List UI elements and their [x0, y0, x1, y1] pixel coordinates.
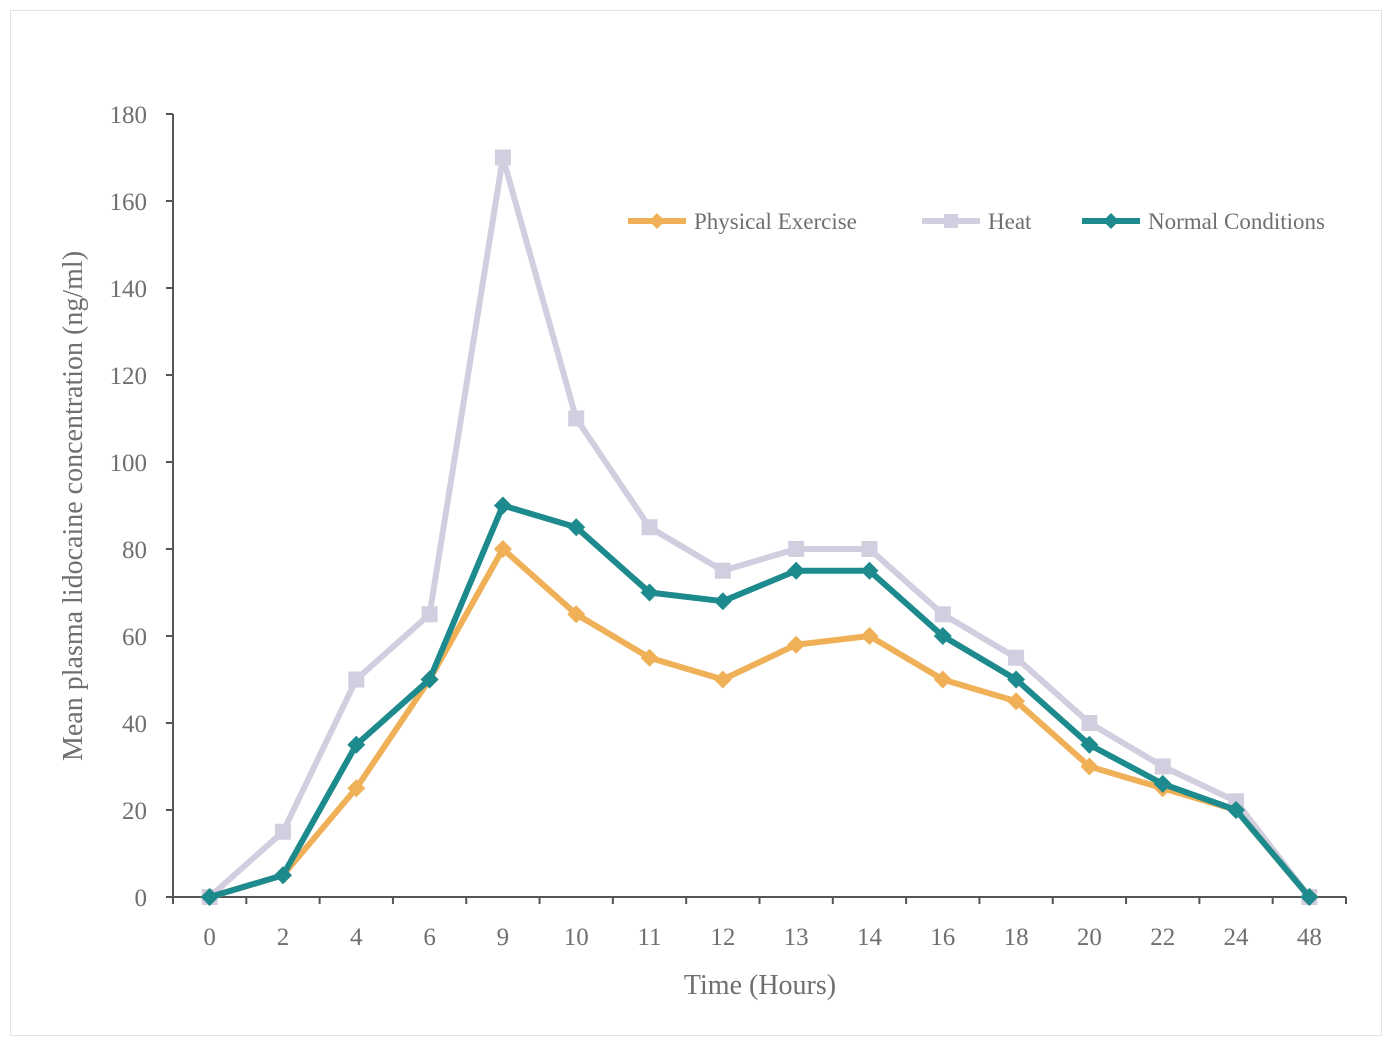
x-tick-label: 11	[637, 924, 661, 951]
series-physical-exercise	[200, 540, 1319, 906]
data-point	[713, 592, 732, 611]
x-tick-label: 48	[1297, 924, 1322, 951]
data-point	[713, 670, 732, 689]
legend: Physical Exercise Heat Normal Conditions	[628, 209, 1325, 234]
data-point	[1227, 801, 1246, 819]
data-point	[933, 670, 952, 689]
x-tick-label: 12	[710, 924, 735, 951]
data-point	[347, 779, 366, 798]
data-point	[494, 149, 511, 166]
data-point	[421, 606, 438, 623]
x-tick-label: 6	[423, 924, 436, 951]
y-tick-label: 60	[122, 624, 147, 651]
x-axis-title: Time (Hours)	[684, 970, 836, 1001]
data-point	[1080, 735, 1099, 754]
data-point	[1154, 758, 1171, 775]
legend-marker	[649, 213, 665, 229]
data-point	[787, 561, 806, 580]
data-point	[493, 540, 512, 558]
series-line	[206, 154, 1313, 900]
x-tick-label: 2	[277, 924, 290, 951]
legend-label: Normal Conditions	[1148, 209, 1325, 234]
data-point	[1081, 715, 1098, 731]
x-tick-label: 24	[1224, 924, 1250, 951]
data-point	[1153, 774, 1172, 793]
x-tick-label: 13	[784, 924, 809, 951]
y-tick-label: 100	[110, 450, 148, 477]
legend-label: Physical Exercise	[694, 209, 857, 234]
legend-item: Physical Exercise	[628, 209, 857, 234]
data-point	[493, 496, 512, 515]
y-tick-label: 40	[122, 711, 147, 738]
x-tick-label: 10	[564, 924, 589, 951]
data-point	[1008, 649, 1025, 666]
y-tick-label: 160	[110, 189, 148, 216]
x-tick-label: 18	[1004, 924, 1029, 951]
data-point	[567, 518, 586, 537]
legend-item: Heat	[922, 209, 1032, 234]
data-point	[200, 888, 219, 906]
y-tick-label: 140	[110, 276, 148, 303]
data-point	[934, 606, 951, 623]
y-tick-label: 180	[110, 102, 148, 129]
y-tick-label: 20	[122, 798, 147, 825]
data-point	[1007, 692, 1026, 711]
x-tick-label: 16	[930, 924, 955, 951]
data-point	[274, 823, 291, 840]
legend-label: Heat	[988, 209, 1032, 234]
data-point	[788, 541, 805, 557]
legend-marker	[1103, 213, 1119, 229]
legend-marker	[944, 214, 958, 228]
data-point	[641, 519, 658, 536]
data-point	[640, 583, 659, 602]
x-tick-label: 4	[350, 924, 363, 951]
data-point	[420, 670, 439, 689]
data-point	[640, 648, 659, 667]
y-tick-label: 120	[110, 363, 148, 390]
data-point	[567, 605, 586, 624]
series-line	[206, 546, 1313, 900]
data-point	[1080, 757, 1099, 776]
data-point	[714, 562, 731, 579]
series-layer	[200, 149, 1319, 906]
data-point	[933, 627, 952, 645]
data-point	[1300, 888, 1319, 906]
data-point	[1007, 670, 1026, 689]
chart-frame	[10, 10, 1382, 1036]
y-axis-title: Mean plasma lidocaine concentration (ng/…	[58, 251, 89, 761]
y-tick-label: 80	[122, 537, 147, 564]
y-tick-label: 0	[135, 885, 148, 912]
series-heat	[201, 149, 1318, 905]
data-point	[568, 410, 585, 427]
data-point	[273, 866, 292, 885]
x-tick-label: 20	[1077, 924, 1102, 951]
data-point	[860, 627, 879, 645]
x-tick-label: 9	[497, 924, 510, 951]
x-tick-label: 0	[203, 924, 216, 951]
data-point	[860, 561, 879, 580]
series-line	[206, 502, 1313, 900]
data-point	[861, 541, 878, 557]
data-point	[787, 635, 806, 654]
x-tick-label: 22	[1150, 924, 1175, 951]
data-point	[348, 671, 365, 688]
data-point	[347, 735, 366, 754]
legend-item: Normal Conditions	[1082, 209, 1325, 234]
x-tick-label: 14	[857, 924, 883, 951]
series-normal-conditions	[200, 496, 1319, 906]
